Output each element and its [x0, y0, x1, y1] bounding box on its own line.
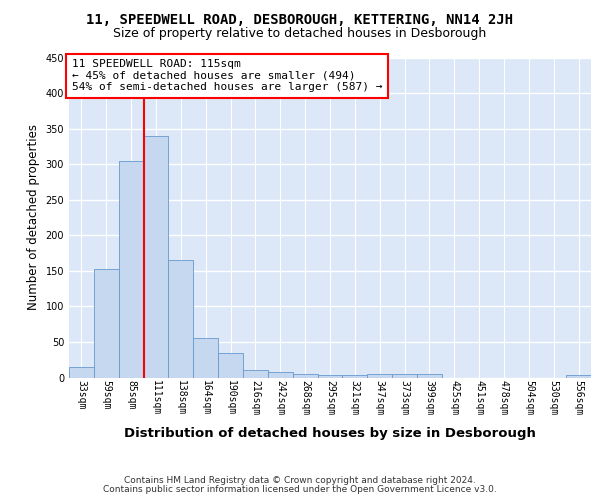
Text: 11, SPEEDWELL ROAD, DESBOROUGH, KETTERING, NN14 2JH: 11, SPEEDWELL ROAD, DESBOROUGH, KETTERIN… [86, 12, 514, 26]
Bar [169, 260, 193, 378]
X-axis label: Distribution of detached houses by size in Desborough: Distribution of detached houses by size … [124, 426, 536, 440]
Bar [317, 376, 343, 378]
Bar [243, 370, 268, 378]
Bar [417, 374, 442, 378]
Text: Contains public sector information licensed under the Open Government Licence v3: Contains public sector information licen… [103, 484, 497, 494]
Bar [193, 338, 218, 378]
Bar [367, 374, 392, 378]
Bar [343, 376, 367, 378]
Text: Contains HM Land Registry data © Crown copyright and database right 2024.: Contains HM Land Registry data © Crown c… [124, 476, 476, 485]
Bar [566, 374, 591, 378]
Bar [69, 367, 94, 378]
Y-axis label: Number of detached properties: Number of detached properties [27, 124, 40, 310]
Bar [293, 374, 317, 378]
Bar [268, 372, 293, 378]
Bar [143, 136, 169, 378]
Bar [392, 374, 417, 378]
Text: 11 SPEEDWELL ROAD: 115sqm
← 45% of detached houses are smaller (494)
54% of semi: 11 SPEEDWELL ROAD: 115sqm ← 45% of detac… [71, 59, 382, 92]
Bar [119, 160, 143, 378]
Text: Size of property relative to detached houses in Desborough: Size of property relative to detached ho… [113, 28, 487, 40]
Bar [94, 270, 119, 378]
Bar [218, 354, 243, 378]
